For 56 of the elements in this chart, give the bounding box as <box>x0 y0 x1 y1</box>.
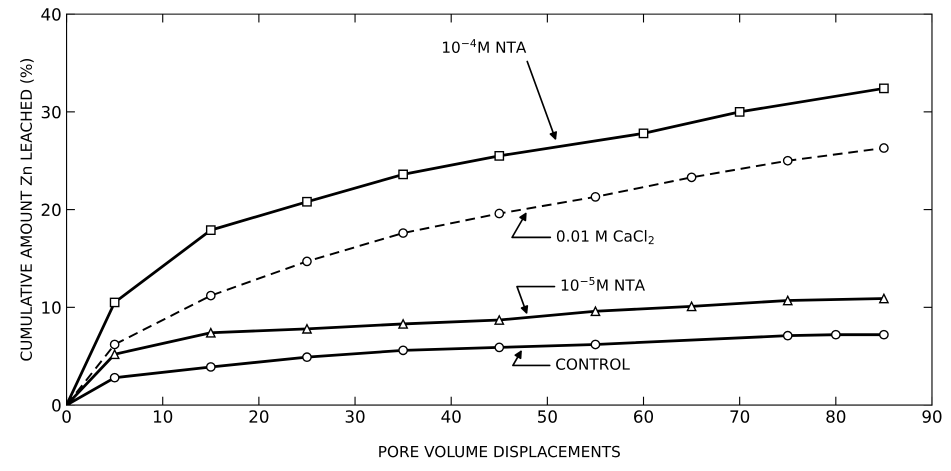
point <box>302 256 312 266</box>
x-tick-label: 90 <box>922 410 942 423</box>
point <box>494 208 504 218</box>
point <box>110 372 120 383</box>
x-axis-title: PORE VOLUME DISPLACEMENTS <box>379 446 620 458</box>
point <box>830 330 841 340</box>
point <box>590 192 600 202</box>
point <box>302 196 312 207</box>
point <box>110 349 120 360</box>
point <box>638 128 648 138</box>
point <box>302 324 312 334</box>
annotation: CONTROL <box>556 358 630 370</box>
point <box>686 172 696 182</box>
y-tick-label: 40 <box>41 8 61 21</box>
point <box>206 362 216 372</box>
y-tick-label: 20 <box>42 204 61 216</box>
point <box>590 340 600 350</box>
point <box>110 340 120 350</box>
point <box>879 84 889 94</box>
point <box>879 330 889 340</box>
point <box>206 225 216 235</box>
x-tick-label: 0 <box>62 410 71 423</box>
x-tick-label: 10 <box>154 410 172 423</box>
x-tick-label: 40 <box>441 410 461 423</box>
point <box>494 342 504 352</box>
annotation: 0.01 M CaCl$_{2}$ <box>556 230 654 244</box>
point <box>494 150 504 161</box>
point <box>398 228 408 238</box>
point <box>206 290 216 300</box>
point <box>782 330 793 341</box>
point <box>734 107 745 117</box>
y-tick-label: 10 <box>42 301 61 314</box>
point <box>782 296 793 306</box>
y-axis-title: CUMULATIVE AMOUNT Zn LEACHED (%) <box>20 59 34 361</box>
point <box>110 298 120 308</box>
point <box>206 328 216 338</box>
x-tick-label: 30 <box>346 410 365 423</box>
x-tick-label: 70 <box>730 410 750 423</box>
point <box>398 345 408 356</box>
annotation: 10$^{−5}$M NTA <box>562 277 645 291</box>
point <box>879 294 889 304</box>
x-tick-label: 20 <box>250 410 268 423</box>
x-tick-label: 80 <box>826 410 846 423</box>
point <box>494 315 504 325</box>
x-tick-label: 60 <box>634 410 654 423</box>
point <box>302 352 312 362</box>
x-tick-label: 50 <box>538 410 557 423</box>
point <box>782 156 793 166</box>
point <box>879 143 889 153</box>
point <box>686 301 696 312</box>
y-tick-label: 30 <box>42 106 61 118</box>
point <box>398 170 408 180</box>
point <box>398 319 408 329</box>
annotation: 10$^{−4}$M NTA <box>442 39 526 54</box>
y-tick-label: 0 <box>52 399 61 412</box>
point <box>590 306 600 316</box>
